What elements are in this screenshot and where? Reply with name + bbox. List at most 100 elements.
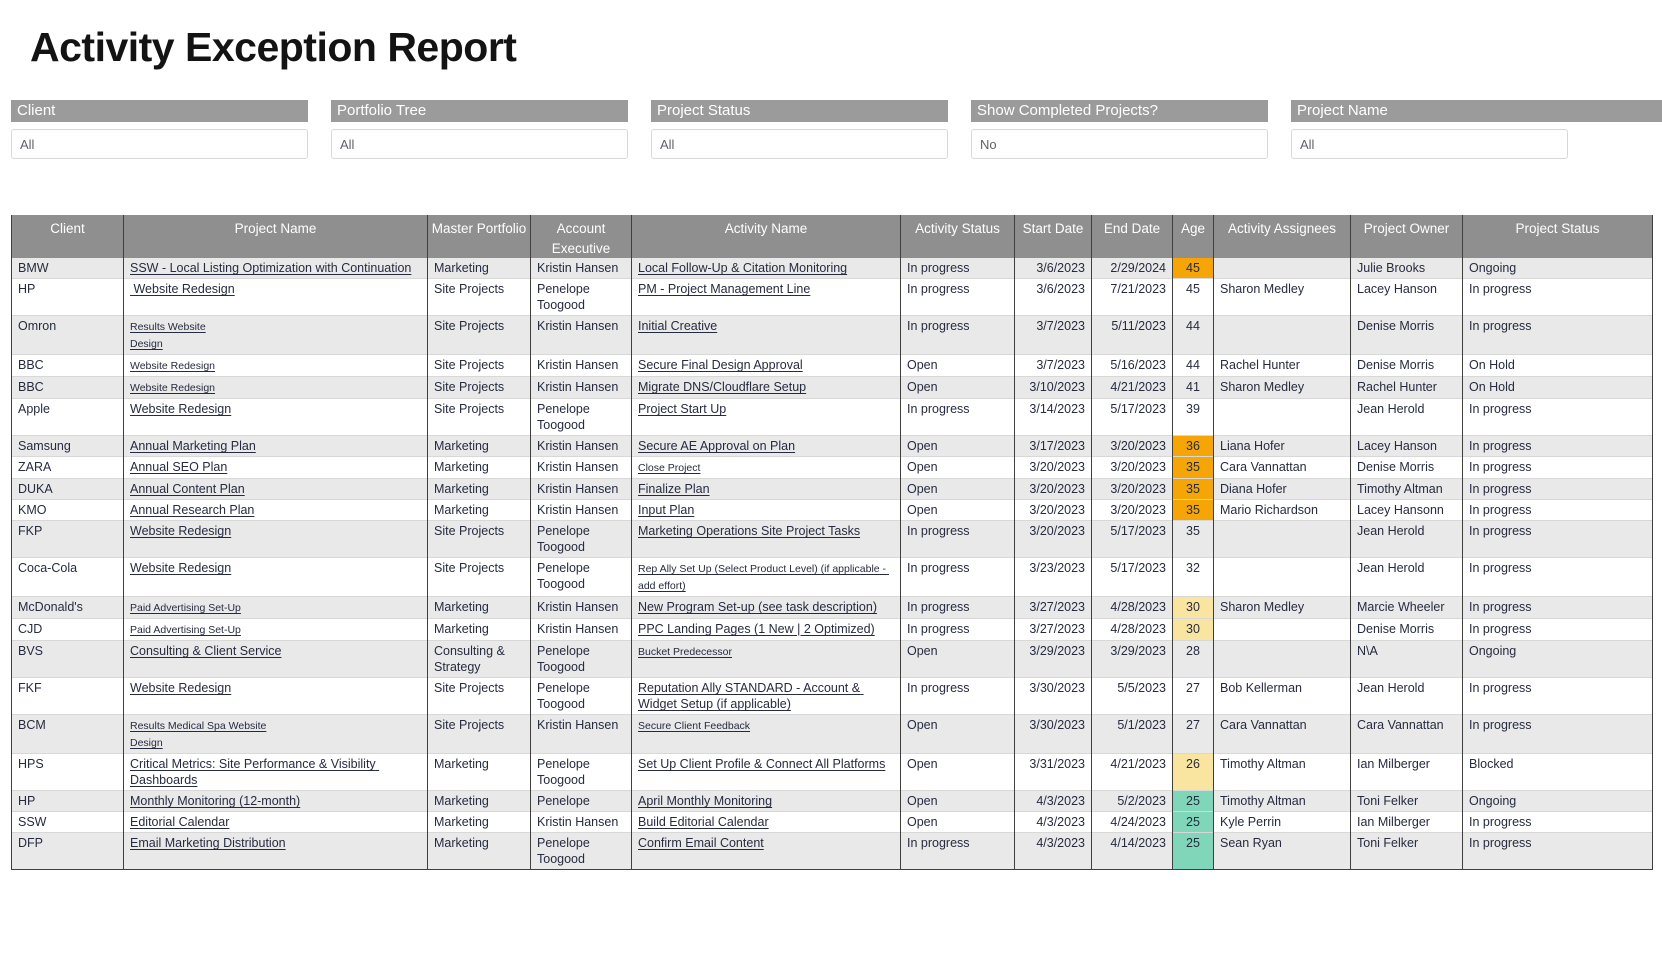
cell-activity-name: Finalize Plan xyxy=(631,478,901,500)
cell-age: 36 xyxy=(1172,435,1214,457)
cell-client: ZARA xyxy=(11,456,124,479)
cell-activity-name: Migrate DNS/Cloudflare Setup xyxy=(631,376,901,399)
activity-name-link[interactable]: Build Editorial Calendar xyxy=(638,815,769,830)
project-status-filter-input[interactable]: All xyxy=(651,129,948,159)
cell-project-status: In progress xyxy=(1462,677,1653,715)
filter-bar-row: Client All Portfolio Tree All Project St… xyxy=(0,100,1662,170)
cell-activity-name: Confirm Email Content xyxy=(631,832,901,870)
column-header-age: Age xyxy=(1172,215,1214,259)
column-header-project-name: Project Name xyxy=(123,215,428,259)
cell-activity-assignees: Sharon Medley xyxy=(1213,278,1351,316)
project-name-link[interactable]: Critical Metrics: Site Performance & Vis… xyxy=(130,757,380,788)
cell-client: KMO xyxy=(11,499,124,521)
table-row: BBC Website Redesign Site Projects Kristin … xyxy=(11,354,1653,377)
activity-name-link[interactable]: Local Follow-Up & Citation Monitoring xyxy=(638,261,848,276)
cell-start-date: 3/20/2023 xyxy=(1014,478,1092,500)
cell-account-executive: Penelope Toogood xyxy=(530,677,632,715)
project-name-link[interactable]: Annual Content Plan xyxy=(130,482,245,497)
cell-age: 41 xyxy=(1172,376,1214,399)
cell-start-date: 3/14/2023 xyxy=(1014,398,1092,436)
activity-name-link[interactable]: Project Start Up xyxy=(638,402,727,417)
cell-activity-status: Open xyxy=(900,790,1015,812)
project-name-link[interactable]: SSW - Local Listing Optimization with Co… xyxy=(130,261,412,276)
cell-account-executive: Penelope Toogood xyxy=(530,398,632,436)
activity-name-link[interactable]: Input Plan xyxy=(638,503,695,518)
column-header-project-status: Project Status xyxy=(1462,215,1653,259)
project-name-link[interactable]: Website Redesign xyxy=(130,524,232,539)
project-name-link[interactable]: Paid Advertising Set-Up xyxy=(130,602,241,615)
activity-name-link[interactable]: Marketing Operations Site Project Tasks xyxy=(638,524,861,539)
cell-project-owner: Jean Herold xyxy=(1350,677,1463,715)
activity-name-link[interactable]: Bucket Predecessor xyxy=(638,646,732,659)
cell-account-executive: Kristin Hansen xyxy=(530,376,632,399)
cell-project-name: SSW - Local Listing Optimization with Co… xyxy=(123,258,428,279)
cell-account-executive: Penelope Toogood xyxy=(530,557,632,597)
activity-name-link[interactable]: Secure AE Approval on Plan xyxy=(638,439,796,454)
cell-age: 27 xyxy=(1172,714,1214,754)
cell-project-owner: Marcie Wheeler xyxy=(1350,596,1463,619)
project-name-link[interactable]: Consulting & Client Service xyxy=(130,644,282,659)
activity-name-link[interactable]: Confirm Email Content xyxy=(638,836,764,851)
cell-activity-assignees: Sharon Medley xyxy=(1213,596,1351,619)
activity-name-link[interactable]: Secure Final Design Approval xyxy=(638,358,803,373)
project-name-filter-input[interactable]: All xyxy=(1291,129,1568,159)
project-name-link[interactable]: Website Redesign xyxy=(130,360,216,373)
activity-name-link[interactable]: Rep Ally Set Up (Select Product Level) (… xyxy=(638,563,889,593)
cell-end-date: 5/5/2023 xyxy=(1091,677,1173,715)
project-name-link[interactable]: Website Redesign xyxy=(130,681,232,696)
cell-master-portfolio: Marketing xyxy=(427,258,531,279)
project-name-link[interactable]: Website Redesign xyxy=(130,282,235,297)
cell-activity-assignees: Bob Kellerman xyxy=(1213,677,1351,715)
cell-project-status: In progress xyxy=(1462,398,1653,436)
cell-master-portfolio: Consulting & Strategy xyxy=(427,640,531,678)
cell-project-status: In progress xyxy=(1462,832,1653,870)
cell-start-date: 3/7/2023 xyxy=(1014,354,1092,377)
project-name-link[interactable]: Paid Advertising Set-Up xyxy=(130,624,241,637)
show-completed-filter-input[interactable]: No xyxy=(971,129,1268,159)
cell-start-date: 3/17/2023 xyxy=(1014,435,1092,457)
project-name-link[interactable]: Annual Research Plan xyxy=(130,503,255,518)
activity-name-link[interactable]: Migrate DNS/Cloudflare Setup xyxy=(638,380,807,395)
activity-name-link[interactable]: Reputation Ally STANDARD - Account & Wid… xyxy=(638,681,864,712)
project-name-link[interactable]: Website Redesign xyxy=(130,402,232,417)
project-name-link[interactable]: Results Medical Spa Website Design xyxy=(130,720,267,750)
activity-name-link[interactable]: Secure Client Feedback xyxy=(638,720,751,733)
project-name-link[interactable]: Website Redesign xyxy=(130,561,232,576)
cell-project-owner: Ian Milberger xyxy=(1350,811,1463,833)
cell-project-owner: Cara Vannattan xyxy=(1350,714,1463,754)
activity-name-link[interactable]: Initial Creative xyxy=(638,319,718,334)
project-name-link[interactable]: Editorial Calendar xyxy=(130,815,230,830)
client-filter-input[interactable]: All xyxy=(11,129,308,159)
project-name-link[interactable]: Results Website Design xyxy=(130,321,206,351)
cell-end-date: 5/2/2023 xyxy=(1091,790,1173,812)
column-header-start-date: Start Date xyxy=(1014,215,1092,259)
cell-project-name: Paid Advertising Set-Up xyxy=(123,618,428,641)
activity-name-link[interactable]: Close Project xyxy=(638,462,701,475)
portfolio-tree-filter-input[interactable]: All xyxy=(331,129,628,159)
activity-name-link[interactable]: New Program Set-up (see task description… xyxy=(638,600,877,615)
cell-client: Samsung xyxy=(11,435,124,457)
cell-master-portfolio: Marketing xyxy=(427,499,531,521)
filter-client: Client All xyxy=(11,100,308,159)
cell-project-owner: Lacey Hansonn xyxy=(1350,499,1463,521)
cell-project-owner: Jean Herold xyxy=(1350,557,1463,597)
cell-age: 30 xyxy=(1172,596,1214,619)
cell-account-executive: Kristin Hansen xyxy=(530,714,632,754)
cell-account-executive: Penelope xyxy=(530,790,632,812)
activity-name-link[interactable]: PM - Project Management Line xyxy=(638,282,811,297)
project-name-link[interactable]: Website Redesign xyxy=(130,382,216,395)
activity-name-link[interactable]: Finalize Plan xyxy=(638,482,710,497)
activity-name-link[interactable]: PPC Landing Pages (1 New | 2 Optimized) xyxy=(638,622,875,637)
cell-account-executive: Kristin Hansen xyxy=(530,315,632,355)
cell-account-executive: Kristin Hansen xyxy=(530,618,632,641)
cell-client: FKP xyxy=(11,520,124,558)
project-name-link[interactable]: Email Marketing Distribution xyxy=(130,836,286,851)
filter-portfolio-tree: Portfolio Tree All xyxy=(331,100,628,159)
cell-project-status: In progress xyxy=(1462,456,1653,479)
project-name-link[interactable]: Annual SEO Plan xyxy=(130,460,228,475)
project-name-link[interactable]: Monthly Monitoring (12-month) xyxy=(130,794,301,809)
activity-name-link[interactable]: April Monthly Monitoring xyxy=(638,794,773,809)
activity-name-link[interactable]: Set Up Client Profile & Connect All Plat… xyxy=(638,757,886,772)
cell-age: 45 xyxy=(1172,258,1214,279)
project-name-link[interactable]: Annual Marketing Plan xyxy=(130,439,256,454)
